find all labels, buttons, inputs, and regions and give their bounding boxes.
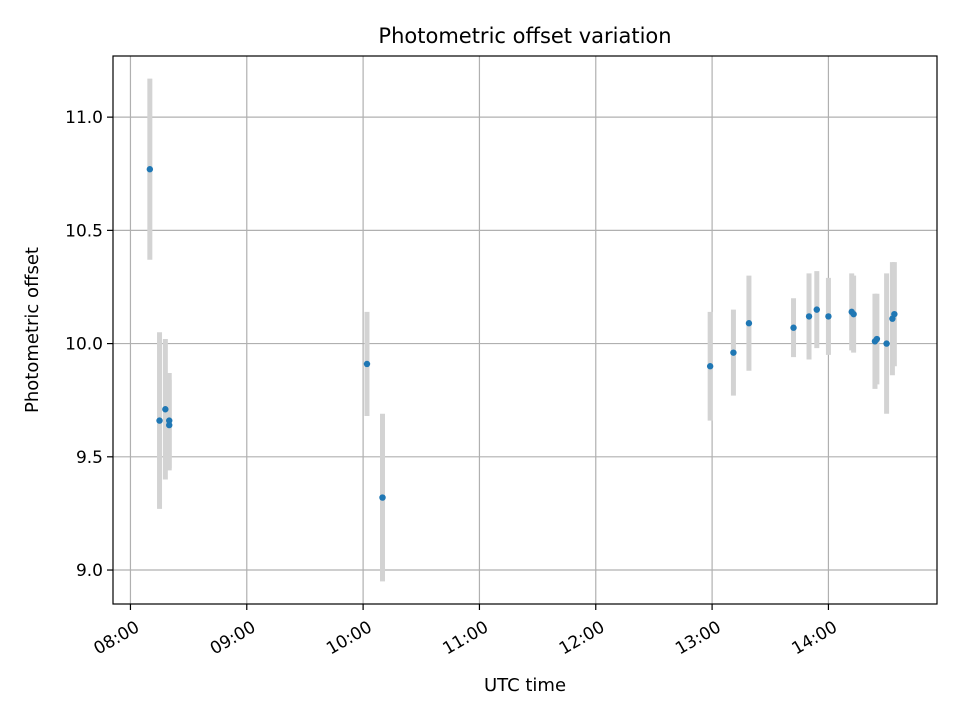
data-point [873, 335, 881, 343]
data-point [156, 417, 163, 424]
data-point [363, 360, 371, 368]
data-point [883, 340, 890, 347]
data-point [813, 306, 820, 313]
data-point [790, 324, 797, 331]
data-point [825, 313, 832, 320]
grid-layer [113, 56, 937, 604]
data-point [730, 349, 737, 356]
y-tick-label: 9.0 [76, 561, 103, 581]
data-point [850, 310, 857, 318]
data-point [166, 417, 173, 424]
data-point [162, 406, 169, 413]
data-point [146, 166, 154, 173]
plot-frame [112, 55, 938, 605]
data-point [166, 421, 173, 429]
x-tick-label: 09:00 [207, 617, 259, 659]
y-axis-label: Photometric offset [22, 247, 43, 413]
data-point [745, 320, 753, 327]
tick-layer: 08:00 09:00 10:00 11:00 12:00 13:00 14:00 9.0 9.… [65, 108, 841, 659]
data-point [379, 494, 386, 501]
x-tick-label: 12:00 [556, 617, 608, 659]
errorbar-layer [147, 78, 897, 582]
x-tick-label: 14:00 [788, 617, 840, 659]
y-tick-label: 11.0 [65, 108, 103, 128]
x-tick-label: 08:00 [91, 617, 143, 659]
data-point [706, 363, 714, 370]
y-tick-label: 10.5 [65, 221, 103, 241]
x-tick-label: 13:00 [672, 617, 724, 659]
point-layer [146, 166, 898, 501]
data-point [891, 310, 898, 318]
x-axis-label: UTC time [484, 675, 566, 696]
chart-title: Photometric offset variation [378, 24, 671, 48]
x-tick-label: 10:00 [323, 617, 375, 659]
y-tick-label: 10.0 [65, 335, 103, 355]
data-point [805, 313, 813, 320]
x-tick-label: 11:00 [440, 617, 492, 659]
y-tick-label: 9.5 [76, 448, 103, 468]
